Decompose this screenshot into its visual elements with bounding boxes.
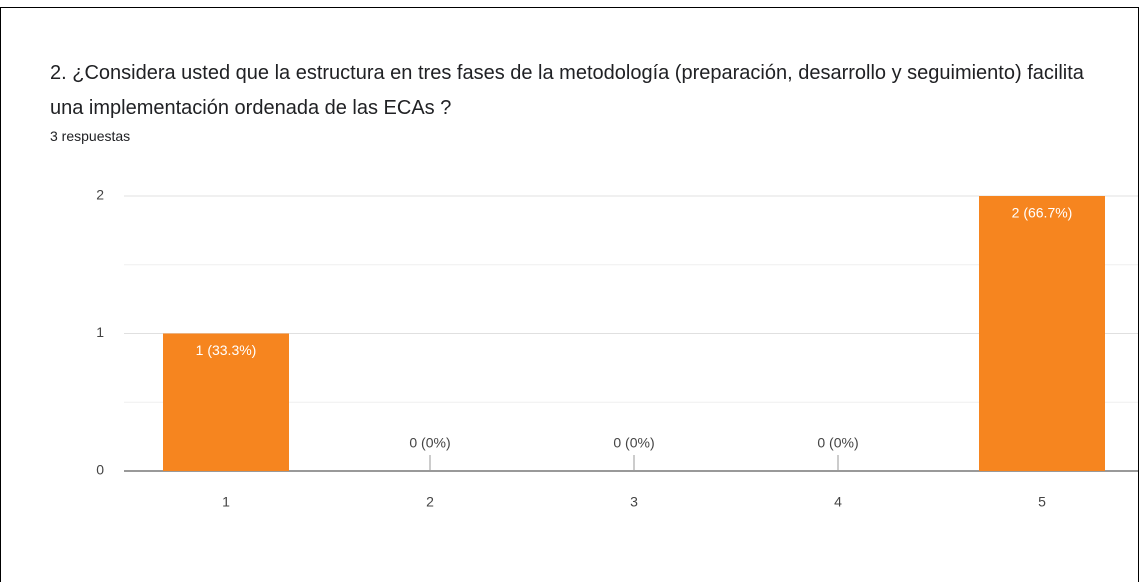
y-tick-label: 1 (96, 324, 104, 340)
data-label: 0 (0%) (409, 435, 450, 451)
y-tick-label: 0 (96, 462, 104, 478)
chart: 0 1 2 1 1 (33.3%) 2 0 (0%) 3 0 (0%) 4 0 (0%) 5 2 (66… (96, 187, 1138, 510)
data-label: 2 (66.7%) (1012, 205, 1073, 221)
x-tick-label: 4 (834, 494, 842, 510)
data-label: 1 (33.3%) (196, 342, 257, 358)
x-tick-label: 5 (1038, 494, 1046, 510)
x-tick-label: 3 (630, 494, 638, 510)
x-tick-label: 1 (222, 494, 230, 510)
x-tick-label: 2 (426, 494, 434, 510)
bar (163, 333, 289, 471)
chart-title: 2. ¿Considera usted que la estructura en… (50, 62, 1084, 119)
bar (979, 196, 1105, 471)
data-label: 0 (0%) (613, 435, 654, 451)
response-count: 3 respuestas (50, 128, 131, 144)
data-label: 0 (0%) (817, 435, 858, 451)
card: 2. ¿Considera usted que la estructura en… (0, 7, 1139, 582)
y-tick-label: 2 (96, 187, 104, 203)
